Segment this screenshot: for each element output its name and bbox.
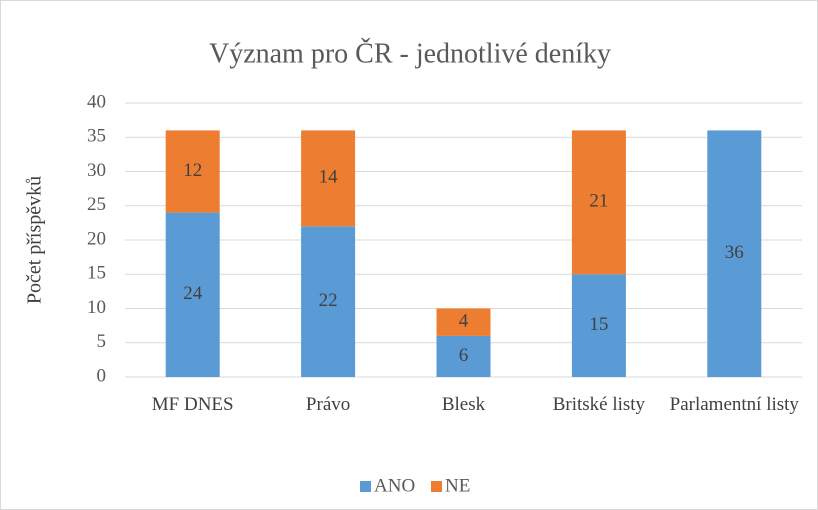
x-tick-label: Parlamentní listy [669, 394, 799, 415]
bar-segment [571, 274, 626, 377]
data-label: 14 [319, 167, 339, 188]
bar-segment [436, 308, 491, 336]
y-tick-label: 30 [87, 160, 106, 181]
y-tick-label: 20 [87, 228, 106, 249]
x-tick-label: Právo [305, 394, 351, 415]
legend-label: ANO [374, 475, 415, 496]
y-axis-title: Počet příspěvků [24, 176, 46, 304]
bar-segment [571, 130, 626, 275]
y-tick-label: 40 [87, 91, 106, 112]
x-tick-label: Britské listy [552, 394, 646, 415]
y-tick-label: 10 [87, 297, 106, 318]
data-label: 21 [589, 191, 608, 212]
x-tick-label: MF DNES [151, 394, 234, 415]
data-label: 24 [183, 283, 203, 304]
data-label: 15 [589, 314, 608, 335]
bar-segment [165, 130, 220, 213]
y-tick-label: 5 [97, 331, 107, 352]
data-label: 22 [319, 290, 338, 311]
legend-swatch [431, 481, 442, 492]
legend-swatch [360, 481, 371, 492]
bar-segment [436, 335, 491, 377]
y-tick-label: 35 [87, 126, 106, 147]
bar-segment [707, 130, 762, 377]
bar-segment [165, 212, 220, 377]
bar-segment [301, 226, 356, 377]
y-tick-label: 25 [87, 194, 106, 215]
bar-segment [301, 130, 356, 227]
data-label: 12 [183, 160, 202, 181]
chart-title: Význam pro ČR - jednotlivé deníky [209, 38, 611, 69]
y-tick-label: 15 [87, 263, 106, 284]
data-label: 4 [459, 311, 469, 332]
x-tick-label: Blesk [441, 394, 486, 415]
data-label: 36 [725, 242, 744, 263]
data-label: 6 [459, 345, 469, 366]
y-tick-label: 0 [97, 365, 107, 386]
legend-label: NE [445, 475, 470, 496]
